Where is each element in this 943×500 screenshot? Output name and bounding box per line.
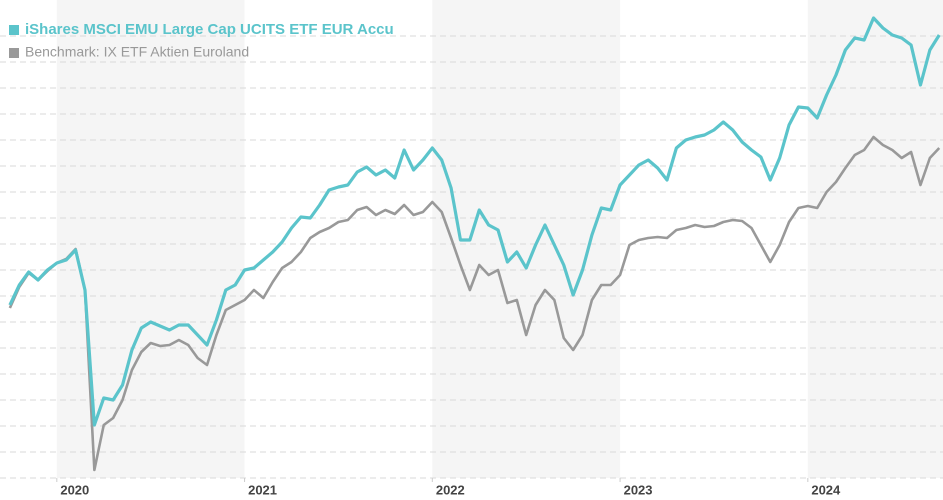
series-line <box>8 135 941 472</box>
x-tick-label: 2021 <box>248 482 277 497</box>
x-tick-label: 2020 <box>60 482 89 497</box>
legend-swatch <box>9 25 19 35</box>
legend-label: iShares MSCI EMU Large Cap UCITS ETF EUR… <box>25 21 394 38</box>
x-tick-label: 2024 <box>811 482 841 497</box>
series-line <box>8 16 941 427</box>
year-band <box>56 0 245 478</box>
legend-label: Benchmark: IX ETF Aktien Euroland <box>25 44 249 60</box>
legend-swatch <box>9 48 19 58</box>
x-tick-label: 2022 <box>436 482 465 497</box>
x-tick-label: 2023 <box>624 482 653 497</box>
